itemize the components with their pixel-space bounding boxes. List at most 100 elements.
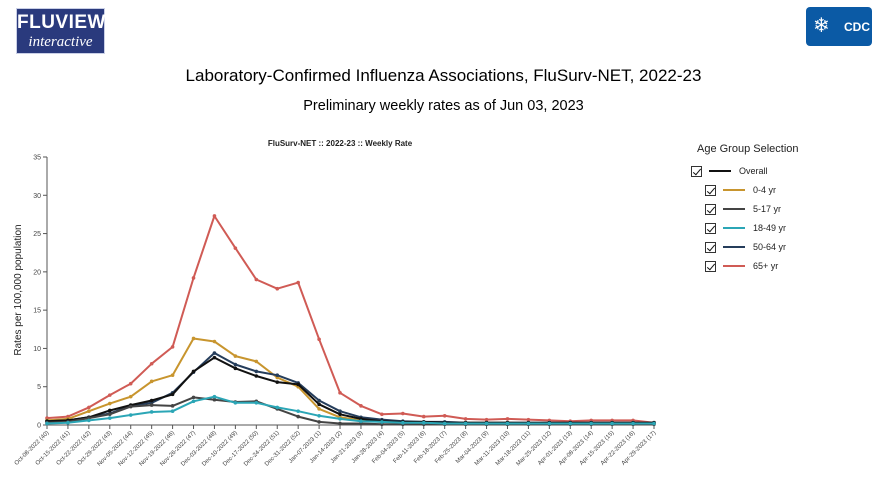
series-line-65plus-yr[interactable]	[46, 215, 655, 424]
data-point[interactable]	[66, 420, 70, 425]
data-point[interactable]	[128, 381, 133, 386]
legend-item[interactable]: Overall	[691, 164, 768, 178]
data-point[interactable]	[421, 420, 426, 425]
data-point[interactable]	[484, 417, 489, 422]
data-point[interactable]	[149, 398, 154, 403]
data-point[interactable]	[275, 405, 280, 410]
data-point[interactable]	[338, 417, 342, 421]
legend-checkbox[interactable]	[705, 222, 716, 234]
data-point[interactable]	[212, 351, 217, 355]
data-point[interactable]	[317, 407, 321, 411]
data-point[interactable]	[338, 412, 342, 417]
series-line-0-4-yr[interactable]	[46, 337, 654, 425]
data-point[interactable]	[652, 421, 656, 426]
data-point[interactable]	[191, 399, 196, 404]
data-point[interactable]	[547, 421, 552, 426]
data-point[interactable]	[45, 421, 49, 426]
data-point[interactable]	[191, 276, 196, 280]
data-point[interactable]	[317, 420, 321, 424]
data-point[interactable]	[254, 374, 259, 378]
data-point[interactable]	[149, 379, 154, 384]
data-point[interactable]	[128, 394, 133, 399]
legend-checkbox[interactable]	[705, 260, 716, 272]
data-point[interactable]	[212, 355, 217, 360]
legend-checkbox[interactable]	[705, 184, 716, 196]
data-point[interactable]	[149, 361, 154, 366]
data-point[interactable]	[107, 416, 112, 420]
data-point[interactable]	[170, 373, 175, 378]
legend-item[interactable]: 5-17 yr	[705, 202, 781, 216]
fluview-logo[interactable]: FLUVIEW interactive	[16, 8, 106, 54]
data-point[interactable]	[233, 400, 238, 405]
data-point[interactable]	[442, 414, 447, 418]
data-point[interactable]	[254, 277, 259, 282]
data-point[interactable]	[610, 421, 614, 426]
data-point[interactable]	[317, 414, 321, 418]
data-point[interactable]	[170, 392, 175, 397]
data-point[interactable]	[149, 410, 154, 414]
legend-checkbox[interactable]	[705, 203, 716, 215]
data-point[interactable]	[107, 393, 112, 397]
data-point[interactable]	[463, 421, 468, 426]
data-point[interactable]	[317, 398, 321, 403]
legend-item[interactable]: 50-64 yr	[705, 240, 786, 254]
data-point[interactable]	[296, 280, 300, 285]
data-point[interactable]	[401, 411, 405, 416]
data-point[interactable]	[463, 417, 468, 421]
data-point[interactable]	[526, 417, 531, 422]
data-point[interactable]	[128, 404, 133, 409]
data-point[interactable]	[401, 420, 405, 425]
data-point[interactable]	[317, 337, 321, 342]
data-point[interactable]	[254, 400, 259, 405]
data-point[interactable]	[170, 409, 175, 414]
data-point[interactable]	[233, 366, 238, 371]
data-point[interactable]	[568, 421, 573, 426]
data-point[interactable]	[338, 421, 342, 426]
data-point[interactable]	[275, 286, 280, 291]
data-point[interactable]	[254, 359, 259, 364]
data-point[interactable]	[254, 369, 259, 374]
legend-checkbox[interactable]	[691, 165, 702, 177]
data-point[interactable]	[317, 402, 321, 407]
data-point[interactable]	[359, 404, 363, 408]
data-point[interactable]	[170, 404, 175, 408]
data-point[interactable]	[338, 391, 342, 395]
data-point[interactable]	[275, 373, 280, 378]
data-point[interactable]	[275, 380, 280, 384]
data-point[interactable]	[338, 409, 342, 414]
data-point[interactable]	[128, 413, 133, 417]
data-point[interactable]	[212, 397, 217, 402]
data-point[interactable]	[233, 246, 238, 250]
data-point[interactable]	[212, 394, 217, 399]
data-point[interactable]	[526, 421, 531, 426]
legend-item[interactable]: 0-4 yr	[705, 183, 776, 197]
data-point[interactable]	[87, 405, 91, 410]
cdc-logo[interactable]: ❄ CDC	[806, 7, 872, 46]
data-point[interactable]	[191, 395, 196, 400]
data-point[interactable]	[191, 336, 196, 341]
data-point[interactable]	[505, 417, 510, 421]
data-point[interactable]	[421, 414, 426, 419]
series-line-50-64-yr[interactable]	[46, 352, 654, 424]
series-0-4-yr[interactable]	[45, 336, 656, 426]
data-point[interactable]	[380, 420, 384, 424]
data-point[interactable]	[107, 401, 112, 406]
data-point[interactable]	[212, 339, 217, 344]
data-point[interactable]	[589, 421, 594, 426]
data-point[interactable]	[212, 214, 217, 218]
data-point[interactable]	[296, 409, 300, 414]
data-point[interactable]	[233, 362, 238, 367]
data-point[interactable]	[149, 403, 154, 407]
data-point[interactable]	[233, 354, 238, 358]
legend-item[interactable]: 65+ yr	[705, 259, 778, 273]
data-point[interactable]	[107, 412, 112, 417]
data-point[interactable]	[296, 414, 300, 419]
data-point[interactable]	[170, 345, 175, 349]
data-point[interactable]	[191, 369, 196, 374]
series-18-49-yr[interactable]	[45, 394, 656, 426]
data-point[interactable]	[87, 409, 91, 414]
data-point[interactable]	[296, 382, 300, 387]
series-65plus-yr[interactable]	[45, 214, 656, 425]
legend-checkbox[interactable]	[705, 241, 716, 253]
data-point[interactable]	[380, 412, 384, 417]
